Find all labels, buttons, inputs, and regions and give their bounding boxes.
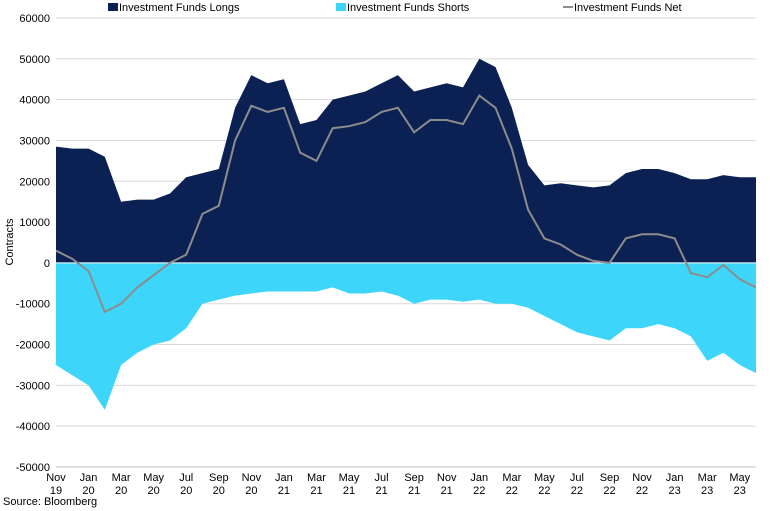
x-tick-year: 21 [375,485,387,497]
x-tick-year: 23 [668,485,680,497]
x-tick-month: Jul [375,472,389,484]
x-tick-month: Jul [570,472,584,484]
x-tick-month: Mar [112,472,131,484]
legend-label-shorts: Investment Funds Shorts [347,2,470,14]
y-tick-label: 40000 [19,95,50,107]
x-tick-month: Sep [404,472,424,484]
x-tick-month: May [534,472,555,484]
x-tick-year: 20 [180,485,192,497]
x-tick-month: Mar [307,472,326,484]
longs-area [56,58,756,263]
x-tick-month: Nov [46,472,66,484]
x-tick-month: Nov [437,472,457,484]
y-tick-label: -30000 [16,380,50,392]
x-tick-month: Nov [242,472,262,484]
y-tick-label: 0 [44,258,50,270]
shorts-area [56,262,756,410]
y-tick-label: -40000 [16,421,50,433]
x-tick-month: Sep [600,472,620,484]
x-tick-year: 21 [441,485,453,497]
x-tick-year: 20 [115,485,127,497]
legend-label-net: Investment Funds Net [574,2,682,14]
y-tick-label: 60000 [19,13,50,25]
series-areas [56,58,756,410]
y-tick-label: 20000 [19,176,50,188]
legend-swatch-longs [108,3,118,11]
x-tick-year: 20 [213,485,225,497]
x-tick-year: 21 [310,485,322,497]
x-tick-year: 22 [571,485,583,497]
x-tick-year: 22 [506,485,518,497]
y-tick-label: -10000 [16,299,50,311]
x-tick-year: 21 [278,485,290,497]
x-tick-year: 20 [148,485,160,497]
y-axis-title: Contracts [4,218,16,266]
x-tick-month: Sep [209,472,229,484]
x-tick-year: 21 [408,485,420,497]
x-tick-year: 20 [82,485,94,497]
x-tick-month: May [729,472,750,484]
x-tick-year: 22 [603,485,615,497]
x-tick-month: May [339,472,360,484]
y-axis: 60000 50000 40000 30000 20000 10000 0 -10000 -20… [16,13,50,474]
x-tick-month: Jan [666,472,684,484]
x-tick-year: 23 [701,485,713,497]
legend-label-longs: Investment Funds Longs [119,2,240,14]
legend-swatch-shorts [336,3,346,11]
x-axis: Nov19Jan20Mar20May20Jul20Sep20Nov20Jan21… [46,466,756,497]
x-tick-month: Nov [632,472,652,484]
x-tick-year: 23 [734,485,746,497]
x-tick-month: Mar [502,472,521,484]
x-tick-month: Jan [275,472,293,484]
y-tick-label: 30000 [19,135,50,147]
x-tick-month: Mar [698,472,717,484]
x-tick-year: 21 [343,485,355,497]
x-tick-year: 22 [538,485,550,497]
x-tick-year: 22 [473,485,485,497]
x-tick-year: 22 [636,485,648,497]
source-note: Source: Bloomberg [3,496,98,508]
y-tick-label: 50000 [19,54,50,66]
net-line-layer [55,94,757,314]
x-tick-month: Jul [179,472,193,484]
x-tick-month: Jan [80,472,98,484]
y-tick-label: -50000 [16,462,50,474]
x-tick-month: Jan [470,472,488,484]
x-tick-year: 20 [245,485,257,497]
net-line [55,94,757,314]
legend: Investment Funds Longs Investment Funds … [108,2,682,14]
x-tick-month: May [143,472,164,484]
y-tick-label: 10000 [19,217,50,229]
x-tick-year: 19 [50,485,62,497]
y-tick-label: -20000 [16,340,50,352]
